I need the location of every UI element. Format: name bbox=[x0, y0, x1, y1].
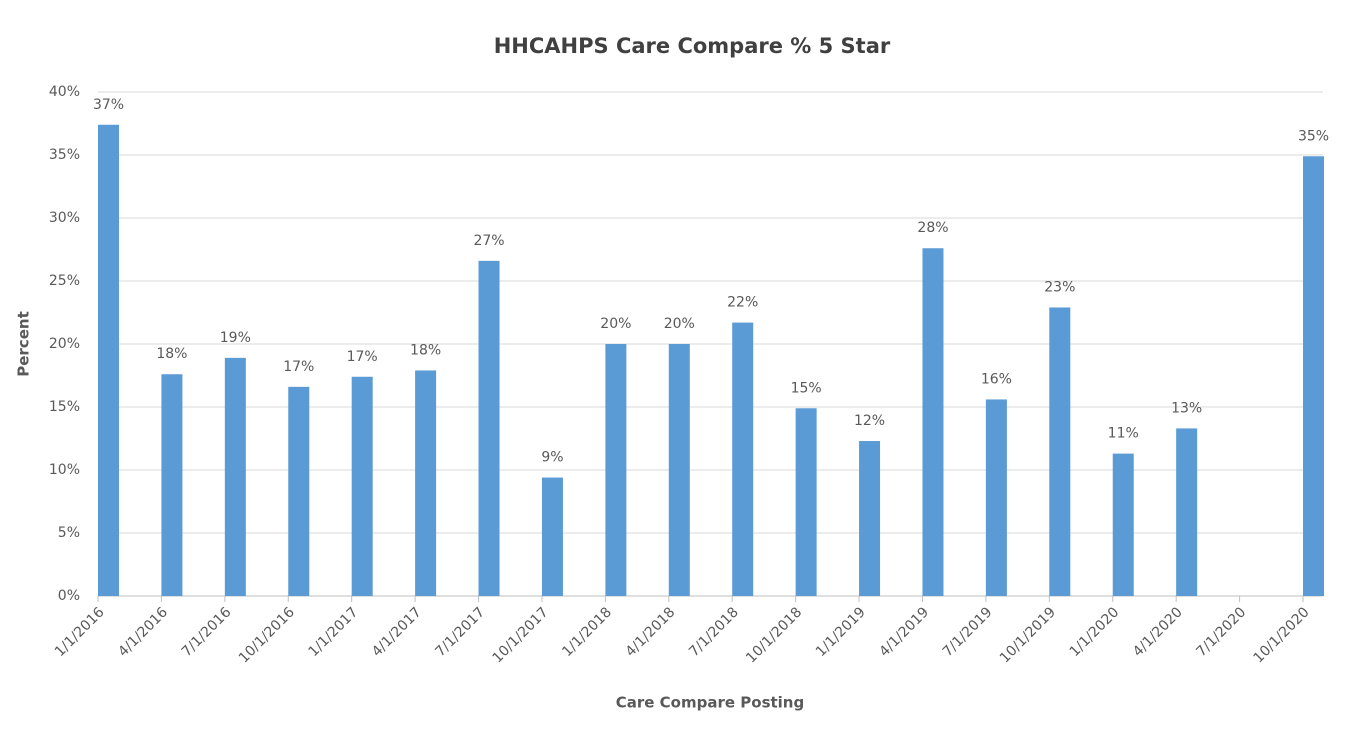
value-label: 13% bbox=[1171, 400, 1202, 416]
y-tick-label: 25% bbox=[49, 273, 80, 289]
bar bbox=[605, 344, 627, 596]
bar bbox=[351, 376, 373, 596]
bar bbox=[985, 399, 1007, 596]
bar bbox=[161, 374, 183, 596]
x-tick-label: 4/1/2020 bbox=[1130, 604, 1186, 660]
bar bbox=[922, 248, 944, 597]
x-tick-label: 4/1/2018 bbox=[623, 604, 679, 660]
x-tick-label: 7/1/2016 bbox=[179, 604, 235, 660]
y-axis-title: Percent bbox=[15, 311, 33, 376]
y-tick-label: 10% bbox=[49, 462, 80, 478]
value-label: 27% bbox=[473, 233, 504, 249]
x-tick-label: 4/1/2016 bbox=[115, 604, 171, 660]
x-tick-label: 7/1/2017 bbox=[432, 604, 488, 660]
value-label: 11% bbox=[1108, 426, 1139, 442]
value-label: 22% bbox=[727, 295, 758, 311]
x-tick-label: 10/1/2018 bbox=[743, 604, 805, 666]
value-label: 28% bbox=[917, 220, 948, 236]
value-label: 15% bbox=[791, 380, 822, 396]
bar bbox=[1112, 453, 1134, 596]
x-tick-label: 10/1/2016 bbox=[236, 604, 298, 666]
value-label: 12% bbox=[854, 413, 885, 429]
bar bbox=[98, 124, 119, 596]
value-label: 35% bbox=[1298, 128, 1329, 144]
x-tick-label: 10/1/2017 bbox=[490, 604, 552, 666]
value-label: 9% bbox=[541, 450, 563, 466]
y-tick-label: 20% bbox=[49, 336, 80, 352]
y-tick-label: 30% bbox=[49, 210, 80, 226]
bar bbox=[1303, 156, 1324, 596]
x-tick-label: 1/1/2019 bbox=[813, 604, 869, 660]
y-tick-label: 40% bbox=[49, 84, 80, 100]
x-tick-label: 1/1/2017 bbox=[306, 604, 362, 660]
x-tick-label: 1/1/2016 bbox=[52, 604, 108, 660]
bar bbox=[859, 441, 881, 596]
value-label: 19% bbox=[220, 330, 251, 346]
value-label: 20% bbox=[600, 316, 631, 332]
x-tick-label: 4/1/2019 bbox=[876, 604, 932, 660]
bar bbox=[795, 408, 817, 596]
bar bbox=[478, 260, 500, 596]
x-axis-title: Care Compare Posting bbox=[616, 694, 804, 712]
bar bbox=[541, 477, 563, 596]
bar bbox=[224, 357, 246, 596]
value-label: 16% bbox=[981, 371, 1012, 387]
value-label: 18% bbox=[156, 346, 187, 362]
value-label: 18% bbox=[410, 342, 441, 358]
x-tick-label: 7/1/2019 bbox=[940, 604, 996, 660]
x-tick-label: 4/1/2017 bbox=[369, 604, 425, 660]
value-label: 20% bbox=[664, 316, 695, 332]
value-label: 23% bbox=[1044, 279, 1075, 295]
chart-title: HHCAHPS Care Compare % 5 Star bbox=[494, 34, 891, 58]
y-tick-label: 5% bbox=[58, 525, 80, 541]
y-tick-label: 35% bbox=[49, 147, 80, 163]
bar bbox=[1049, 307, 1071, 596]
x-tick-label: 1/1/2020 bbox=[1067, 604, 1123, 660]
y-tick-label: 0% bbox=[58, 588, 80, 604]
bar bbox=[732, 322, 754, 596]
value-label: 17% bbox=[283, 359, 314, 375]
value-label: 17% bbox=[347, 349, 378, 365]
bar bbox=[668, 344, 690, 596]
x-tick-label: 7/1/2020 bbox=[1193, 604, 1249, 660]
x-tick-label: 1/1/2018 bbox=[559, 604, 615, 660]
y-tick-label: 15% bbox=[49, 399, 80, 415]
bar bbox=[415, 370, 437, 596]
x-tick-label: 10/1/2020 bbox=[1251, 604, 1313, 666]
x-tick-label: 7/1/2018 bbox=[686, 604, 742, 660]
x-tick-label: 10/1/2019 bbox=[997, 604, 1059, 666]
bar bbox=[288, 386, 310, 596]
value-label: 37% bbox=[93, 97, 124, 113]
bar bbox=[1176, 428, 1198, 596]
